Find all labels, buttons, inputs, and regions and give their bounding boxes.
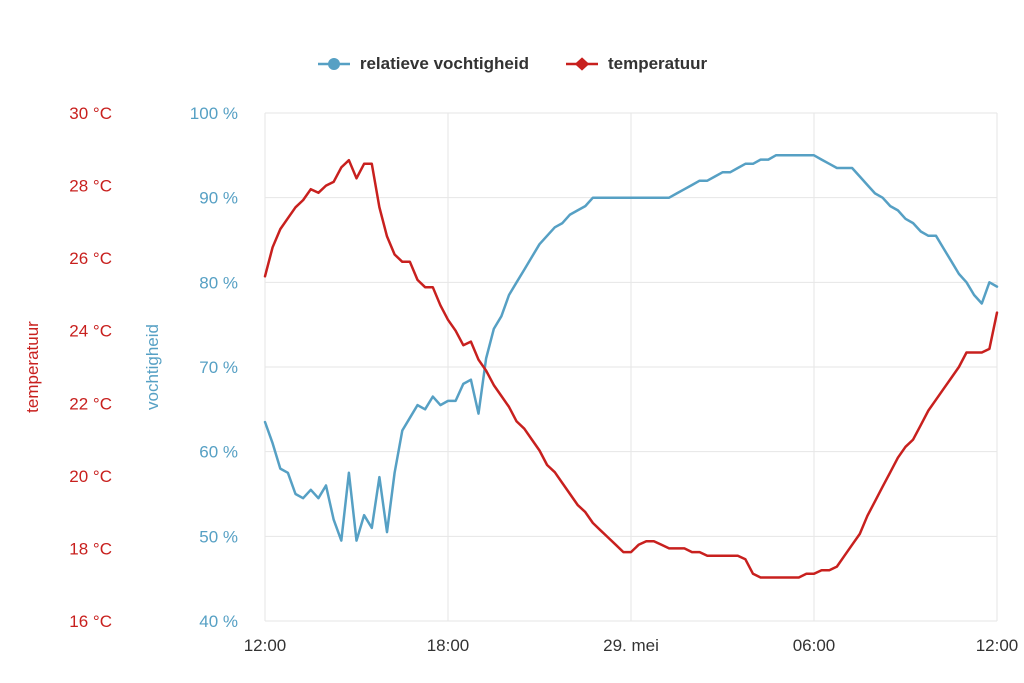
temperature-tick-label: 24 °C	[69, 322, 112, 341]
temperature-tick-label: 22 °C	[69, 394, 112, 413]
temperature-tick-label: 28 °C	[69, 177, 112, 196]
temperature-series-marker-icon	[565, 57, 598, 71]
humidity-tick-label: 50 %	[199, 527, 238, 546]
x-tick-label: 12:00	[976, 636, 1019, 655]
x-tick-label: 06:00	[793, 636, 836, 655]
temperature-axis-title: temperatuur	[23, 321, 42, 413]
temperature-tick-label: 16 °C	[69, 612, 112, 631]
humidity-tick-label: 70 %	[199, 358, 238, 377]
series-line-humidity[interactable]	[263, 154, 999, 542]
humidity-axis-title: vochtigheid	[143, 324, 162, 410]
temperature-tick-label: 30 °C	[69, 104, 112, 123]
x-tick-label: 12:00	[244, 636, 287, 655]
humidity-tick-label: 60 %	[199, 443, 238, 462]
temperature-tick-label: 18 °C	[69, 539, 112, 558]
legend-item-humidity[interactable]: relatieve vochtigheid	[317, 54, 529, 74]
humidity-tick-label: 100 %	[190, 104, 238, 123]
legend-label-humidity: relatieve vochtigheid	[359, 54, 529, 73]
legend-label-temperature: temperatuur	[607, 54, 708, 73]
x-tick-label: 18:00	[427, 636, 470, 655]
x-tick-label: 29. mei	[603, 636, 659, 655]
temperature-tick-label: 20 °C	[69, 467, 112, 486]
humidity-tick-label: 40 %	[199, 612, 238, 631]
chart-legend: relatieve vochtigheid temperatuur	[0, 54, 1024, 74]
humidity-tick-label: 90 %	[199, 189, 238, 208]
humidity-series-marker-icon	[317, 58, 350, 70]
humidity-tick-label: 80 %	[199, 273, 238, 292]
series-line-temperature[interactable]	[263, 158, 999, 579]
legend-item-temperature[interactable]: temperatuur	[565, 54, 707, 74]
temperature-tick-label: 26 °C	[69, 249, 112, 268]
